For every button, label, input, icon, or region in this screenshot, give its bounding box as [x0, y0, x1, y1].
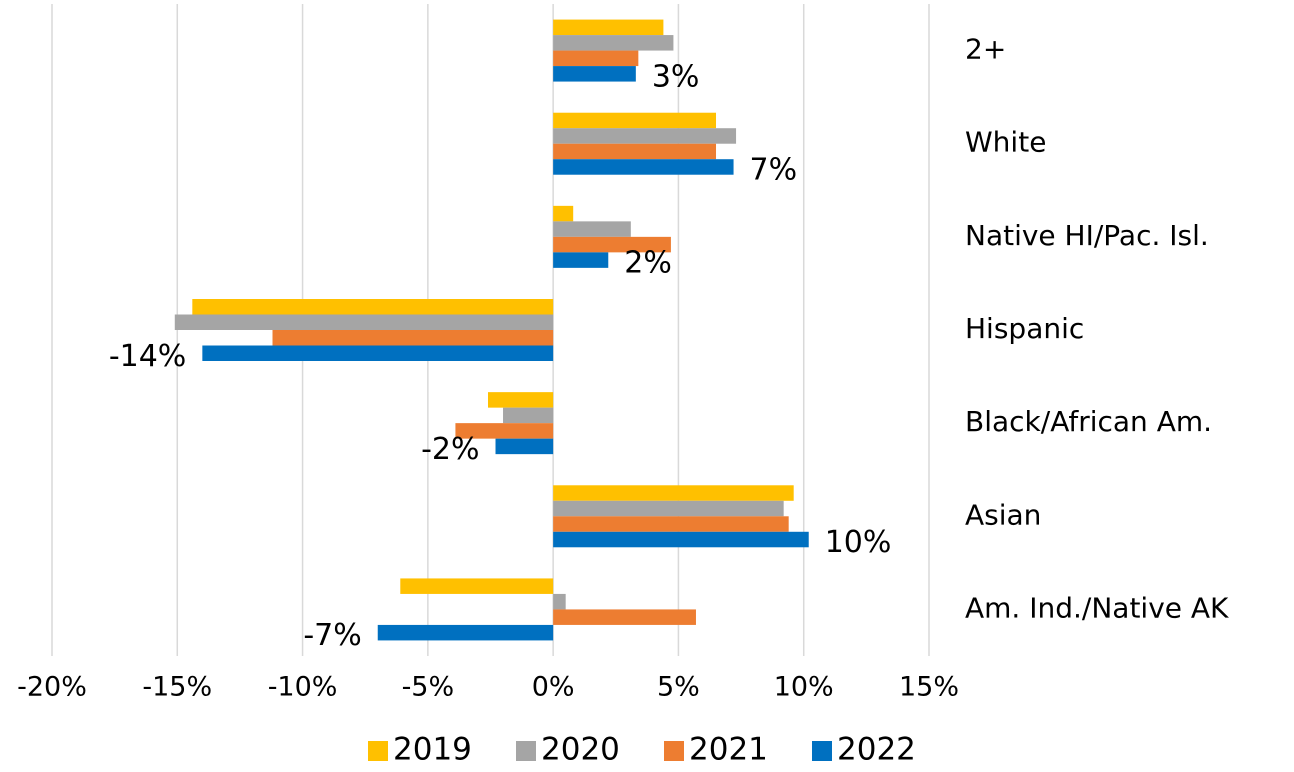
bar	[553, 19, 664, 36]
bar	[553, 593, 566, 610]
bar	[553, 500, 784, 517]
x-tick-label: 15%	[899, 672, 959, 703]
x-tick-label: -10%	[268, 672, 338, 703]
bar	[174, 314, 554, 330]
data-label: 7%	[750, 152, 798, 187]
legend-swatch	[516, 741, 536, 761]
bar	[495, 438, 554, 455]
bar	[553, 516, 789, 532]
category-label: Hispanic	[965, 312, 1084, 345]
category-label: Am. Ind./Native AK	[965, 591, 1229, 624]
bar	[503, 407, 554, 424]
x-tick-label: -20%	[17, 672, 87, 703]
x-tick-label: 0%	[532, 672, 575, 703]
bar	[553, 485, 794, 501]
legend-label: 2020	[541, 732, 620, 768]
bar	[455, 423, 554, 439]
bar	[487, 392, 554, 408]
category-label: Black/African Am.	[965, 405, 1212, 438]
bar	[553, 66, 636, 82]
bar	[553, 609, 696, 625]
data-label: -2%	[421, 432, 479, 467]
bar	[377, 624, 554, 641]
legend-label: 2019	[393, 732, 472, 768]
bar	[553, 252, 609, 268]
bar	[202, 345, 554, 361]
bar	[553, 112, 717, 129]
bar	[400, 578, 554, 594]
x-tick-label: -15%	[142, 672, 212, 703]
data-label: 10%	[825, 525, 892, 560]
legend-swatch	[368, 741, 388, 761]
bar	[553, 143, 717, 160]
bar	[553, 50, 639, 67]
legend-label: 2021	[689, 732, 768, 768]
category-label: White	[965, 126, 1046, 159]
category-label: Native HI/Pac. Isl.	[965, 219, 1209, 252]
legend-label: 2022	[837, 732, 916, 768]
category-label: 2+	[965, 33, 1006, 66]
bar	[553, 205, 574, 222]
x-tick-label: 10%	[774, 672, 834, 703]
category-label: Asian	[965, 498, 1041, 531]
data-label: 2%	[624, 246, 672, 281]
bar	[553, 236, 671, 253]
x-tick-label: 5%	[657, 672, 700, 703]
data-label: -7%	[303, 618, 361, 653]
bar	[272, 330, 554, 346]
legend-swatch	[812, 741, 832, 761]
bar	[553, 531, 809, 548]
data-label: -14%	[109, 339, 187, 374]
bar	[553, 128, 737, 144]
bar	[553, 221, 631, 237]
x-tick-label: -5%	[402, 672, 455, 703]
bar	[553, 159, 734, 175]
bar	[553, 35, 674, 51]
data-label: 3%	[652, 59, 700, 94]
legend-swatch	[664, 741, 684, 761]
bar	[192, 299, 554, 315]
